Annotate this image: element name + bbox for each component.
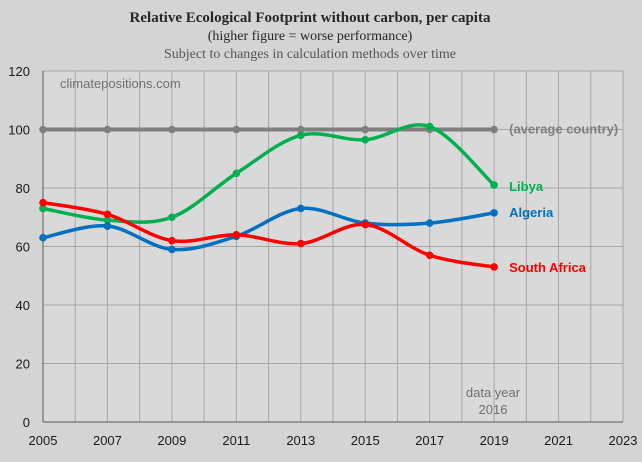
x-tick-label: 2015 (351, 433, 380, 448)
series-label-average-country: (average country) (509, 122, 618, 137)
data-point-libya (168, 213, 176, 222)
chart-subtitle-secondary: Subject to changes in calculation method… (164, 47, 456, 62)
series-label-algeria: Algeria (509, 205, 554, 220)
data-point-algeria (39, 233, 47, 242)
data-point-algeria (425, 219, 434, 227)
data-point-libya (361, 135, 370, 144)
data-point-average-country (232, 125, 241, 134)
y-tick-label: 80 (16, 181, 30, 196)
x-tick-label: 2019 (480, 433, 509, 448)
data-point-libya (296, 131, 305, 140)
axes: 0 20 40 60 80 100 120 2005 2007 2009 2011 2013 2015 2… (8, 64, 637, 448)
data-point-libya (232, 169, 241, 178)
data-year-value: 2016 (479, 402, 508, 417)
data-point-average-country (168, 125, 176, 134)
data-point-libya (490, 181, 498, 189)
series-label-south-africa: South Africa (509, 260, 587, 275)
series-lines (39, 122, 498, 271)
y-tick-label: 60 (16, 240, 30, 255)
data-point-libya (103, 216, 112, 224)
x-tick-label: 2021 (544, 433, 573, 448)
data-point-libya (39, 204, 47, 213)
data-point-south-africa (425, 251, 434, 260)
y-tick-label: 40 (16, 298, 30, 313)
data-point-algeria (168, 245, 176, 254)
chart-title: Relative Ecological Footprint without ca… (130, 10, 491, 26)
chart-subtitle: (higher figure = worse performance) (208, 29, 413, 44)
data-point-average-country (490, 125, 498, 134)
data-point-average-country (103, 125, 112, 134)
x-tick-label: 2023 (609, 433, 638, 448)
x-tick-label: 2005 (29, 433, 58, 448)
data-point-south-africa (103, 210, 112, 219)
data-point-algeria (490, 209, 498, 217)
data-point-south-africa (361, 220, 370, 229)
data-point-average-country (361, 125, 370, 134)
data-point-average-country (39, 125, 47, 134)
series-label-libya: Libya (509, 179, 544, 194)
x-tick-label: 2007 (93, 433, 122, 448)
y-tick-label: 120 (8, 64, 30, 79)
x-tick-label: 2009 (157, 433, 186, 448)
data-point-south-africa (232, 231, 241, 239)
series-labels: (average country) Libya Algeria South Afric… (509, 122, 618, 275)
data-point-libya (425, 122, 434, 131)
data-point-south-africa (168, 236, 176, 245)
watermark-text: climatepositions.com (60, 76, 181, 91)
x-tick-label: 2013 (286, 433, 315, 448)
data-point-south-africa (296, 239, 305, 248)
data-point-average-country (296, 125, 305, 134)
data-point-south-africa (39, 198, 47, 207)
data-year-label: data year (466, 385, 521, 400)
data-point-south-africa (490, 263, 498, 271)
x-tick-label: 2011 (222, 433, 250, 448)
data-point-algeria (296, 204, 305, 213)
y-tick-label: 20 (16, 357, 30, 372)
x-tick-label: 2017 (415, 433, 444, 448)
data-point-algeria (103, 222, 112, 230)
y-tick-label: 0 (23, 415, 30, 430)
series-line-algeria (41, 206, 496, 252)
series-line-south-africa (41, 200, 496, 269)
y-tick-label: 100 (8, 123, 30, 138)
